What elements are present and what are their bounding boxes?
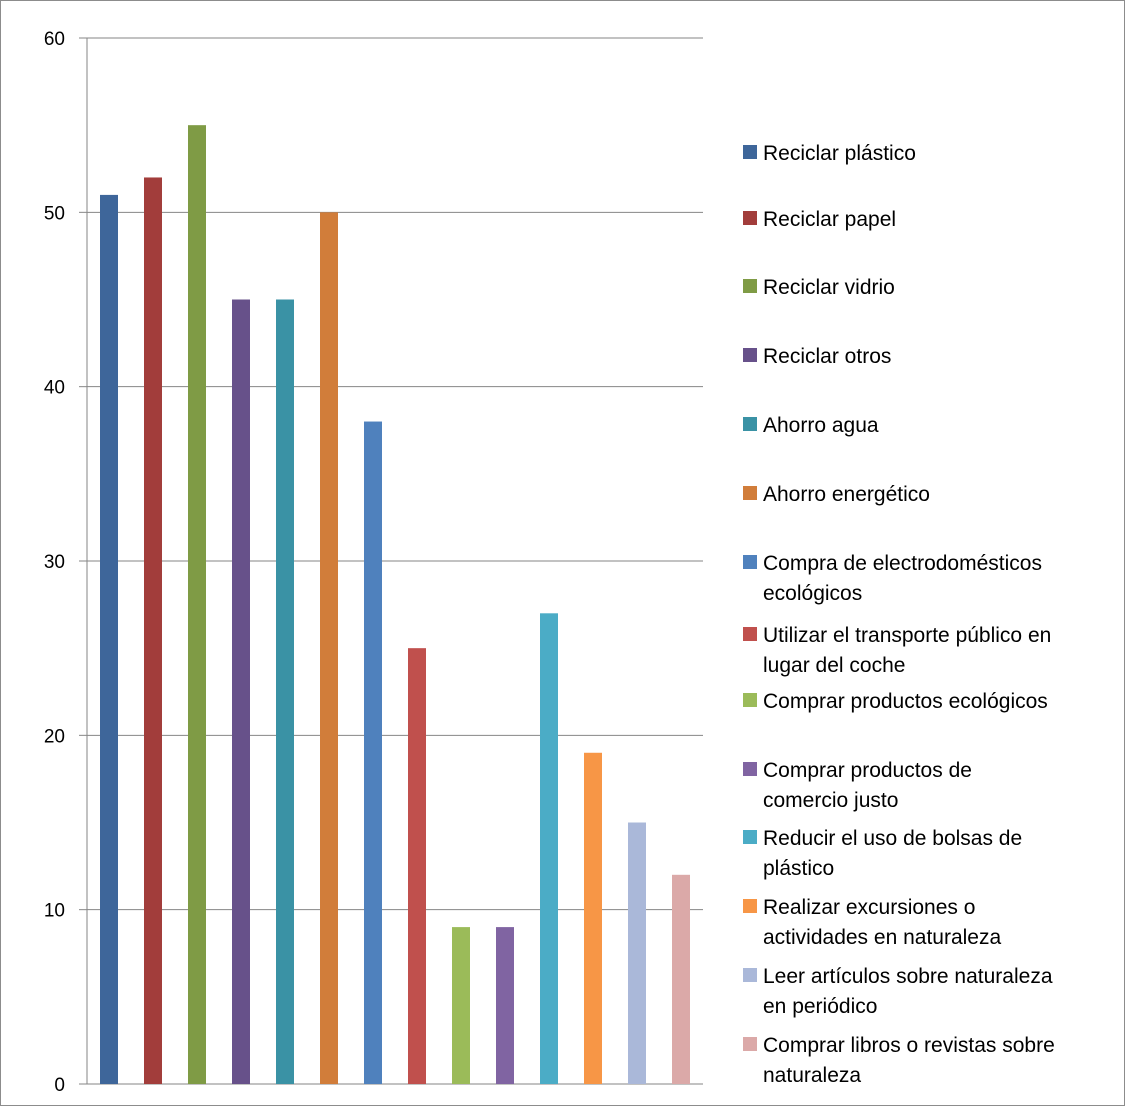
legend-label: en periódico bbox=[763, 995, 877, 1018]
legend-label: Comprar libros o revistas sobre bbox=[763, 1034, 1055, 1057]
legend-swatch bbox=[743, 1037, 757, 1051]
legend-swatch bbox=[743, 417, 757, 431]
bar bbox=[672, 874, 690, 1084]
legend-label: Compra de electrodomésticos bbox=[763, 552, 1042, 575]
legend-swatch bbox=[743, 211, 757, 225]
y-tick-label: 20 bbox=[44, 726, 65, 747]
legend-label: Reciclar plástico bbox=[763, 142, 916, 165]
y-tick-label: 60 bbox=[44, 29, 65, 50]
legend-label: Comprar productos ecológicos bbox=[763, 690, 1048, 713]
legend-swatch bbox=[743, 899, 757, 913]
legend-label: Ahorro agua bbox=[763, 414, 879, 437]
legend-swatch bbox=[743, 555, 757, 569]
legend-swatch bbox=[743, 968, 757, 982]
legend-swatch bbox=[743, 145, 757, 159]
y-axis-tick-labels: 0 10 20 30 40 50 60 bbox=[44, 29, 65, 1096]
legend-label: Reciclar papel bbox=[763, 208, 896, 231]
legend-swatch bbox=[743, 486, 757, 500]
bar bbox=[364, 421, 382, 1084]
bar bbox=[100, 194, 118, 1084]
legend-swatch bbox=[743, 348, 757, 362]
legend-label: Comprar productos de bbox=[763, 759, 972, 782]
legend-label: ecológicos bbox=[763, 582, 862, 605]
y-tick-label: 10 bbox=[44, 901, 65, 922]
y-tick-label: 50 bbox=[44, 203, 65, 224]
bars bbox=[100, 125, 690, 1085]
legend-label: actividades en naturaleza bbox=[763, 926, 1001, 949]
bar bbox=[496, 927, 514, 1084]
legend: Reciclar plástico Reciclar papel Reciclar … bbox=[743, 142, 1055, 1087]
bar bbox=[144, 177, 162, 1084]
legend-label: Reciclar otros bbox=[763, 345, 891, 368]
y-tick-label: 0 bbox=[54, 1075, 65, 1096]
legend-label: Leer artículos sobre naturaleza bbox=[763, 965, 1053, 988]
legend-label: Reciclar vidrio bbox=[763, 276, 895, 299]
bar bbox=[276, 299, 294, 1084]
legend-swatch bbox=[743, 693, 757, 707]
bar bbox=[628, 822, 646, 1084]
legend-swatch bbox=[743, 627, 757, 641]
bar bbox=[232, 299, 250, 1084]
legend-swatch bbox=[743, 279, 757, 293]
legend-swatch bbox=[743, 830, 757, 844]
bar bbox=[452, 927, 470, 1084]
bar bbox=[188, 125, 206, 1084]
bar bbox=[408, 648, 426, 1084]
bar bbox=[540, 613, 558, 1084]
legend-label: plástico bbox=[763, 857, 834, 880]
y-tick-label: 40 bbox=[44, 378, 65, 399]
legend-label: Reducir el uso de bolsas de bbox=[763, 827, 1022, 850]
legend-label: naturaleza bbox=[763, 1064, 861, 1087]
gridlines bbox=[87, 37, 703, 911]
bar bbox=[584, 752, 602, 1084]
legend-label: lugar del coche bbox=[763, 654, 905, 677]
legend-label: Utilizar el transporte público en bbox=[763, 624, 1051, 647]
bar bbox=[320, 212, 338, 1085]
legend-label: comercio justo bbox=[763, 789, 898, 812]
legend-label: Realizar excursiones o bbox=[763, 896, 975, 919]
legend-label: Ahorro energético bbox=[763, 483, 930, 506]
y-tick-label: 30 bbox=[44, 552, 65, 573]
legend-swatch bbox=[743, 762, 757, 776]
